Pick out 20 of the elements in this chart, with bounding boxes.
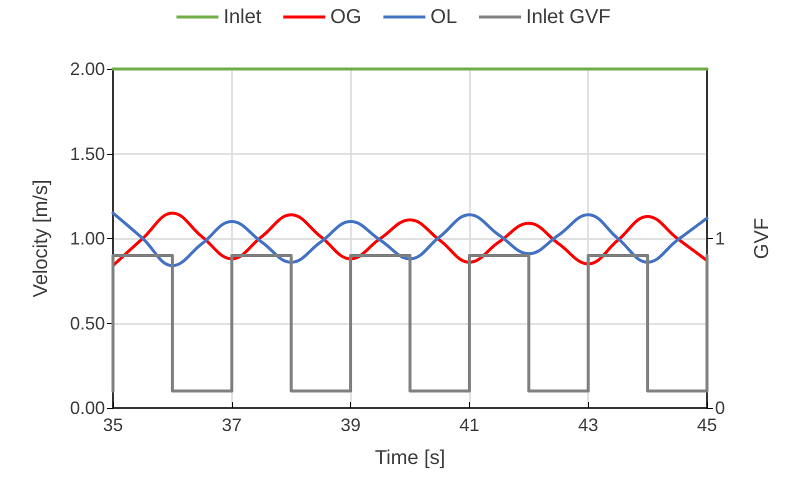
y2-axis-title: GVF: [751, 218, 773, 260]
x-tick-label: 45: [696, 415, 718, 435]
legend-label: Inlet GVF: [526, 6, 611, 28]
x-tick-label: 41: [459, 415, 480, 435]
x-tick-label: 37: [222, 415, 242, 435]
y-tick-label: 2.00: [70, 59, 105, 79]
y-tick-label: 0.00: [70, 398, 105, 418]
y-axis-title: Velocity [m/s]: [30, 180, 52, 298]
x-axis-title: Time [s]: [374, 447, 446, 469]
x-tick-label: 43: [578, 415, 598, 435]
x-tick-label: 35: [102, 415, 124, 435]
y-tick-label: 0.50: [70, 313, 105, 334]
y2-tick-label: 0: [715, 398, 726, 418]
legend-label: OG: [330, 6, 362, 28]
legend-label: Inlet: [223, 6, 262, 28]
y-tick-label: 1.50: [70, 144, 105, 164]
legend-label: OL: [430, 6, 458, 28]
y-tick-label: 1.00: [70, 228, 105, 248]
y2-tick-label: 1: [715, 228, 726, 248]
x-tick-label: 39: [340, 415, 361, 435]
